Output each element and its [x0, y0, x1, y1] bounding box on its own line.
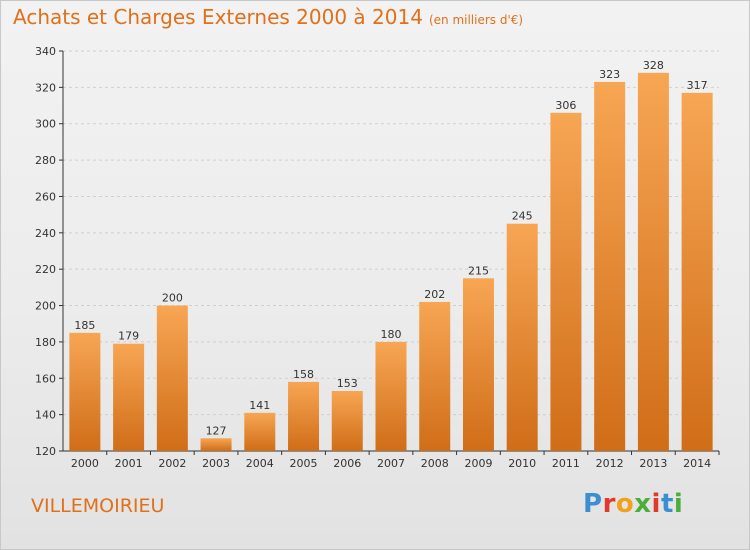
- x-tick-label: 2014: [683, 457, 711, 470]
- bar: [244, 412, 276, 451]
- x-tick-label: 2012: [596, 457, 624, 470]
- x-tick-label: 2009: [464, 457, 492, 470]
- bar: [637, 72, 669, 452]
- bar-value-label: 158: [293, 368, 314, 381]
- y-tick-label: 160: [35, 372, 56, 385]
- proxiti-logo: Proxiti: [583, 489, 683, 519]
- place-name: VILLEMOIRIEU: [31, 495, 165, 517]
- x-tick-label: 2013: [639, 457, 667, 470]
- bar-value-label: 153: [337, 377, 358, 390]
- bar-value-label: 141: [249, 399, 270, 412]
- x-tick-label: 2008: [421, 457, 449, 470]
- y-tick-label: 300: [35, 118, 56, 131]
- y-tick-label: 220: [35, 263, 56, 276]
- x-tick-label: 2005: [290, 457, 318, 470]
- bar: [288, 381, 320, 451]
- bar-value-label: 306: [555, 99, 576, 112]
- bar: [506, 223, 538, 451]
- bar: [419, 301, 451, 451]
- x-tick-label: 2010: [508, 457, 536, 470]
- logo-letter: t: [660, 489, 674, 519]
- bar: [113, 343, 145, 451]
- y-tick-label: 340: [35, 45, 56, 58]
- bar-value-label: 215: [468, 264, 489, 277]
- bar: [156, 305, 188, 451]
- logo-letter: x: [634, 489, 652, 519]
- bar: [681, 92, 713, 452]
- x-tick-label: 2006: [333, 457, 361, 470]
- x-tick-label: 2000: [71, 457, 99, 470]
- x-tick-label: 2001: [115, 457, 143, 470]
- x-tick-label: 2002: [158, 457, 186, 470]
- x-tick-label: 2003: [202, 457, 230, 470]
- x-tick-label: 2004: [246, 457, 274, 470]
- y-tick-label: 240: [35, 227, 56, 240]
- x-tick-label: 2007: [377, 457, 405, 470]
- chart-title: Achats et Charges Externes 2000 à 2014 (e…: [13, 5, 523, 29]
- x-tick-label: 2011: [552, 457, 580, 470]
- bar: [331, 391, 363, 451]
- bar: [375, 341, 407, 451]
- bar: [594, 81, 626, 451]
- bar-value-label: 245: [512, 210, 533, 223]
- y-tick-label: 180: [35, 336, 56, 349]
- y-tick-label: 140: [35, 409, 56, 422]
- bar: [200, 438, 232, 451]
- y-tick-label: 320: [35, 81, 56, 94]
- bar-value-label: 180: [381, 328, 402, 341]
- chart-unit: (en milliers d'€): [428, 13, 524, 27]
- bar-value-label: 202: [424, 288, 445, 301]
- y-tick-label: 120: [35, 445, 56, 458]
- bar-value-label: 317: [687, 79, 708, 92]
- bar-value-label: 323: [599, 68, 620, 81]
- y-tick-label: 280: [35, 154, 56, 167]
- logo-letter: o: [615, 489, 635, 519]
- logo-letter: r: [602, 489, 616, 519]
- logo-letter: i: [651, 489, 661, 519]
- bar-value-label: 179: [118, 330, 139, 343]
- bar: [550, 112, 582, 452]
- bar-value-label: 200: [162, 292, 183, 305]
- y-tick-label: 260: [35, 190, 56, 203]
- bar: [69, 332, 101, 451]
- logo-letter: i: [673, 489, 684, 519]
- bar-value-label: 328: [643, 59, 664, 72]
- bar-value-label: 185: [74, 319, 95, 332]
- y-tick-label: 200: [35, 300, 56, 313]
- chart-title-text: Achats et Charges Externes 2000 à 2014: [13, 5, 423, 29]
- bar-value-label: 127: [206, 424, 227, 437]
- logo-letter: P: [583, 489, 603, 519]
- bar: [462, 278, 494, 451]
